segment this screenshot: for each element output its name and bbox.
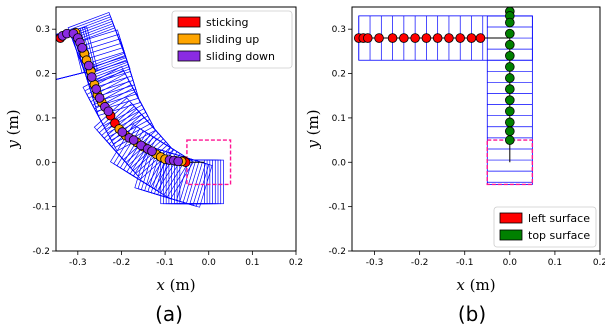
data-point-top-surface: [505, 50, 515, 61]
data-point-top-surface: [505, 117, 515, 128]
data-point-top-surface: [505, 17, 515, 28]
data-point-left-surface: [399, 33, 409, 43]
pusher-box: [73, 27, 131, 85]
y-tick-label: -0.2: [32, 247, 50, 257]
data-point-sliding-down: [91, 84, 101, 94]
y-tick-label: 0.0: [332, 158, 347, 168]
data-point-left-surface: [466, 33, 477, 43]
panel-b-ticks: -0.3 -0.2 -0.1 0.0 0.1 0.2 -0.2 -0.1 0.0 0.1 0.2 0.…: [328, 25, 605, 268]
panel-a-x-axis-label: x (m): [156, 276, 195, 294]
data-point-top-surface: [505, 73, 515, 83]
data-point-left-surface: [421, 33, 432, 43]
data-point-top-surface: [505, 28, 515, 39]
panel-a-frame: [55, 6, 297, 252]
data-point-top-surface: [505, 84, 515, 94]
x-tick-label: 0.2: [593, 258, 605, 268]
legend-swatch: [177, 16, 201, 28]
legend-swatch: [499, 212, 523, 224]
x-tick-label: -0.2: [411, 258, 429, 268]
x-tick-label: -0.2: [113, 258, 131, 268]
panel-b: -0.3 -0.2 -0.1 0.0 0.1 0.2 -0.2 -0.1 0.0 0.1 0.2 0.…: [304, 6, 605, 326]
data-point-sliding-down: [173, 156, 183, 167]
legend-entry-label: top surface: [528, 229, 590, 242]
y-tick-label: -0.1: [32, 203, 50, 213]
data-point-sliding-down: [77, 43, 87, 53]
y-tick-label: 0.3: [332, 25, 346, 35]
data-point-left-surface: [475, 33, 486, 43]
data-point-sliding-down: [128, 135, 139, 145]
legend-entry-label: sliding down: [206, 50, 275, 63]
y-tick-label: 0.2: [36, 70, 50, 80]
data-point-top-surface: [505, 62, 515, 72]
x-tick-label: 0.2: [289, 258, 303, 268]
y-tick-label: 0.3: [36, 25, 50, 35]
target-square: [486, 139, 534, 186]
data-point-top-surface: [505, 39, 515, 50]
x-tick-label: -0.3: [366, 258, 384, 268]
data-point-left-surface: [432, 33, 443, 43]
data-point-sliding-down: [94, 93, 105, 103]
panel-b-x-axis-label: x (m): [456, 276, 495, 294]
data-point-sliding-down: [103, 106, 114, 117]
pusher-box: [171, 159, 216, 205]
panel-a-caption: (a): [155, 302, 183, 326]
pusher-box: [84, 60, 141, 117]
y-tick-label: -0.2: [328, 247, 346, 257]
legend-swatch: [177, 50, 201, 62]
data-point-left-surface: [410, 33, 420, 43]
legend-entry-label: sliding up: [206, 33, 259, 46]
panel-b-legend: left surface top surface: [493, 206, 597, 248]
data-point-sliding-down: [86, 72, 97, 82]
x-tick-label: 0.1: [548, 258, 562, 268]
data-point-left-surface: [387, 33, 398, 43]
data-point-top-surface: [505, 126, 515, 137]
y-tick-label: 0.1: [332, 114, 346, 124]
x-tick-label: -0.3: [69, 258, 87, 268]
pusher-box: [157, 152, 213, 208]
data-point-left-surface: [444, 33, 454, 43]
legend-swatch: [177, 33, 201, 45]
x-tick-label: -0.1: [156, 258, 174, 268]
legend-swatch: [499, 229, 523, 241]
panel-b-y-axis-label: y (m): [304, 109, 322, 149]
x-tick-label: 0.0: [503, 258, 518, 268]
x-tick-label: -0.1: [456, 258, 474, 268]
data-point-sliding-down: [83, 60, 94, 71]
y-tick-label: 0.2: [332, 70, 346, 80]
panel-a-y-axis-label: y (m): [4, 109, 22, 149]
y-tick-label: 0.0: [36, 158, 51, 168]
data-point-top-surface: [505, 95, 515, 105]
legend-box: [171, 10, 293, 69]
panel-a-ticks: -0.3 -0.2 -0.1 0.0 0.1 0.2 -0.2 -0.1 0.0 0.1 0.2 0.…: [32, 25, 303, 268]
data-point-left-surface: [374, 33, 384, 43]
x-tick-label: 0.0: [202, 258, 217, 268]
data-point-sliding-down: [147, 146, 157, 156]
panel-b-target-box: [486, 139, 534, 186]
data-point-top-surface: [505, 106, 515, 117]
pusher-box: [132, 138, 194, 200]
x-tick-label: 0.1: [245, 258, 259, 268]
y-tick-label: 0.1: [36, 114, 50, 124]
pusher-box: [179, 159, 224, 205]
panel-b-frame: [351, 6, 601, 252]
data-point-left-surface: [455, 33, 466, 43]
y-tick-label: -0.1: [328, 203, 346, 213]
data-point-top-surface: [505, 135, 515, 145]
data-point-left-surface: [362, 33, 373, 43]
panel-b-points: [353, 6, 515, 145]
panel-a-legend: sticking sliding up sliding down: [171, 10, 293, 69]
panel-a: -0.3 -0.2 -0.1 0.0 0.1 0.2 -0.2 -0.1 0.0 0.1 0.2 0.…: [4, 6, 303, 326]
panel-b-caption: (b): [458, 302, 486, 326]
legend-entry-label: left surface: [528, 212, 590, 225]
data-point-sliding-down: [117, 127, 128, 137]
panel-a-points: [55, 27, 191, 168]
legend-entry-label: sticking: [206, 16, 249, 29]
